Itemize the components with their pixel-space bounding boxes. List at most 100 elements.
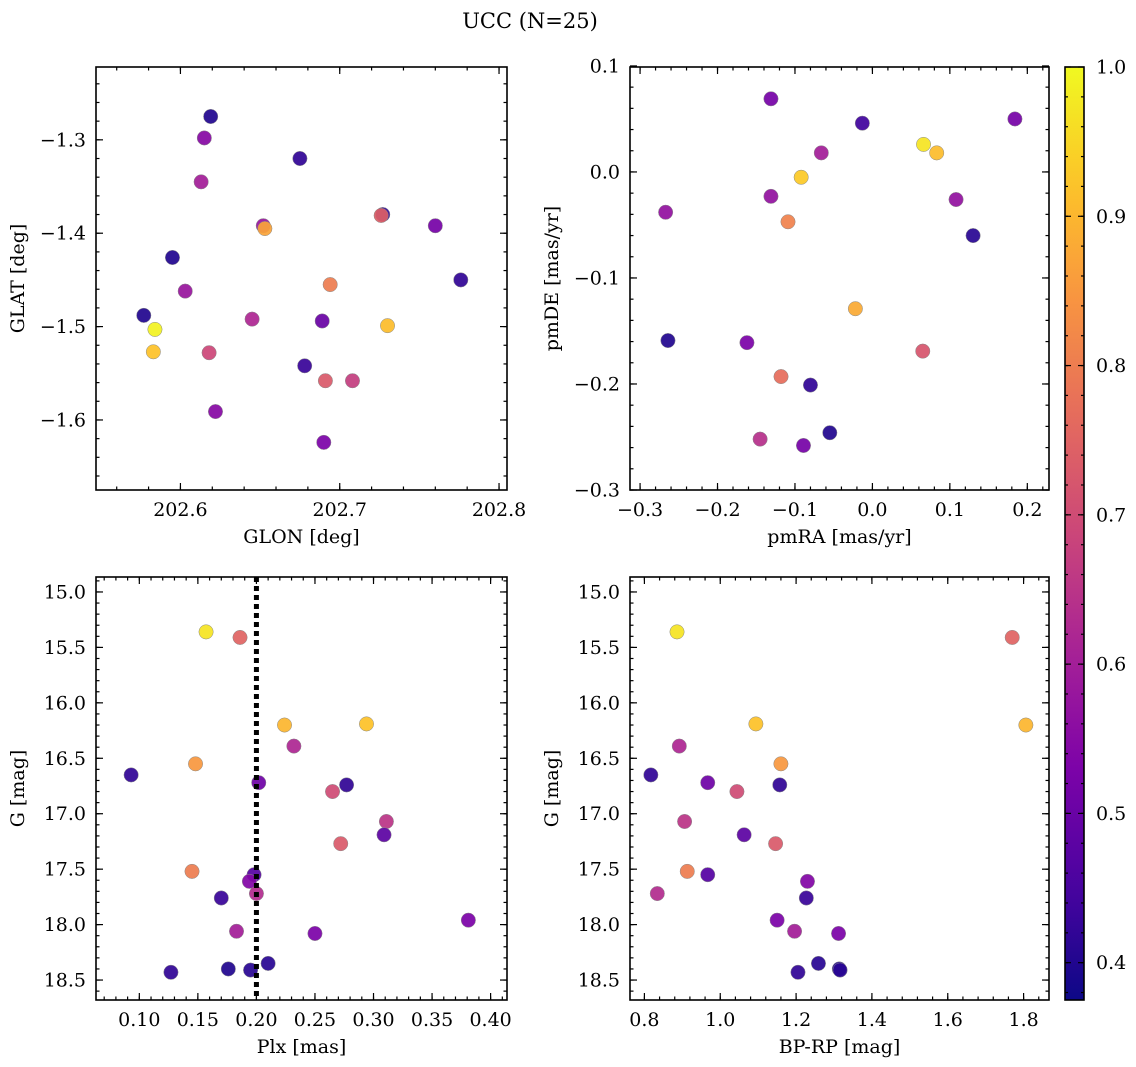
y-tick-label: 15.0: [44, 581, 86, 603]
y-tick-label: 16.0: [44, 692, 86, 714]
x-tick-label: −0.3: [617, 499, 663, 521]
scatter-point: [739, 335, 755, 351]
x-tick-label: 1.8: [1008, 1009, 1038, 1031]
scatter-point: [831, 926, 847, 941]
y-tick-label: 16.5: [44, 748, 86, 770]
x-tick-label: 0.15: [177, 1009, 219, 1031]
scatter-point: [345, 373, 360, 389]
scatter-point: [163, 964, 179, 980]
y-tick-label: 17.0: [578, 803, 620, 825]
colorbar-tick-label: 0.4: [1096, 952, 1126, 974]
scatter-points: [658, 0, 1023, 453]
x-axis-label: Plx [mas]: [257, 1036, 347, 1058]
y-tick-label: 15.5: [578, 637, 620, 659]
x-tick-label: 1.4: [857, 1009, 887, 1031]
scatter-point: [1018, 717, 1034, 733]
scatter-point: [241, 873, 257, 889]
scatter-point: [427, 218, 443, 234]
scatter-point: [729, 784, 745, 799]
scatter-point: [700, 775, 716, 791]
scatter-point: [198, 624, 214, 640]
scatter-point: [136, 307, 152, 323]
scatter-points: [643, 624, 1034, 980]
scatter-point: [790, 964, 806, 980]
x-tick-label: 1.6: [933, 1009, 963, 1031]
x-tick-label: 0.40: [469, 1009, 511, 1031]
x-tick-label: 0.10: [118, 1009, 160, 1031]
scatter-point: [832, 962, 848, 978]
x-tick-label: 1.0: [705, 1009, 735, 1031]
scatter-point: [1007, 111, 1023, 127]
colorbar-tick-label: 0.9: [1096, 206, 1126, 228]
scatter-point: [257, 221, 273, 236]
scatter-point: [649, 886, 665, 902]
scatter-point: [165, 250, 180, 265]
scatter-point: [232, 629, 248, 645]
scatter-point: [845, 28, 859, 42]
scatter-point: [292, 151, 308, 166]
scatter-point: [752, 431, 768, 447]
scatter-point: [803, 377, 818, 393]
y-axis-label: GLAT [deg]: [7, 224, 29, 334]
scatter-point: [643, 767, 659, 783]
x-tick-label: 202.6: [153, 499, 207, 521]
scatter-point: [800, 873, 815, 889]
scatter-point: [145, 344, 161, 360]
y-tick-label: 18.5: [578, 970, 620, 992]
y-tick-label: 16.5: [578, 748, 620, 770]
scatter-point: [773, 369, 789, 385]
scatter-point: [669, 624, 685, 640]
scatter-point: [307, 926, 323, 941]
scatter-point: [763, 188, 779, 204]
scatter-point: [863, 0, 877, 13]
scatter-point: [314, 313, 330, 329]
panel-plx-g: 0.10 0.15 0.20 0.25 0.30 0.35 0.40 15.0 15.5 16.0…: [7, 576, 512, 1058]
scatter-point: [772, 777, 788, 793]
scatter-point: [658, 204, 674, 220]
colorbar-tick-label: 0.7: [1096, 504, 1126, 526]
x-tick-label: 202.8: [472, 499, 526, 521]
x-tick-label: 0.2: [1012, 499, 1042, 521]
scatter-point: [1004, 629, 1020, 645]
scatter-point: [788, 7, 802, 21]
y-tick-label: −0.2: [574, 373, 620, 395]
scatter-point: [822, 425, 838, 441]
scatter-point: [768, 836, 784, 852]
scatter-point: [229, 923, 244, 939]
colorbar-tick-label: 1.0: [1096, 57, 1126, 79]
scatter-point: [193, 174, 209, 190]
scatter-point: [380, 318, 395, 334]
scatter-point: [188, 756, 203, 772]
x-tick-label: 202.7: [313, 499, 367, 521]
colorbar-gradient: [1065, 67, 1084, 1000]
scatter-point: [748, 716, 764, 732]
x-tick-label: 1.2: [781, 1009, 811, 1031]
y-tick-label: −1.3: [40, 129, 86, 151]
panel-pmra-pmde: −0.3 −0.2 −0.1 0.0 0.1 0.2 0.1 0.0 −0.1 −0.2 −0.3 p…: [541, 0, 1050, 548]
scatter-point: [316, 434, 332, 450]
scatter-point: [460, 912, 476, 928]
x-tick-label: −0.1: [772, 499, 818, 521]
scatter-point: [916, 136, 931, 152]
scatter-point: [677, 814, 693, 829]
x-tick-label: 0.0: [857, 499, 887, 521]
axes-frame: [95, 576, 508, 1001]
scatter-point: [948, 192, 964, 207]
scatter-point: [929, 145, 945, 161]
y-tick-label: 18.0: [44, 914, 86, 936]
scatter-point: [333, 836, 349, 852]
y-tick-label: 18.5: [44, 970, 86, 992]
x-axis-label: pmRA [mas/yr]: [767, 526, 911, 548]
x-tick-label: −0.2: [694, 499, 740, 521]
panel-bprp-g: 0.8 1.0 1.2 1.4 1.6 1.8 15.0 15.5 16.0 16.5 17.0 17…: [541, 576, 1050, 1058]
scatter-point: [903, 46, 917, 60]
panel-glon-glat: 202.6 202.7 202.8 −1.3 −1.4 −1.5 −1.6 GLON [deg…: [7, 66, 526, 548]
scatter-point: [763, 91, 779, 107]
scatter-point: [339, 777, 355, 793]
scatter-point: [359, 716, 374, 732]
scatter-point: [769, 912, 785, 928]
y-tick-label: 17.5: [578, 859, 620, 881]
scatter-point: [220, 961, 236, 977]
scatter-point: [813, 145, 829, 161]
